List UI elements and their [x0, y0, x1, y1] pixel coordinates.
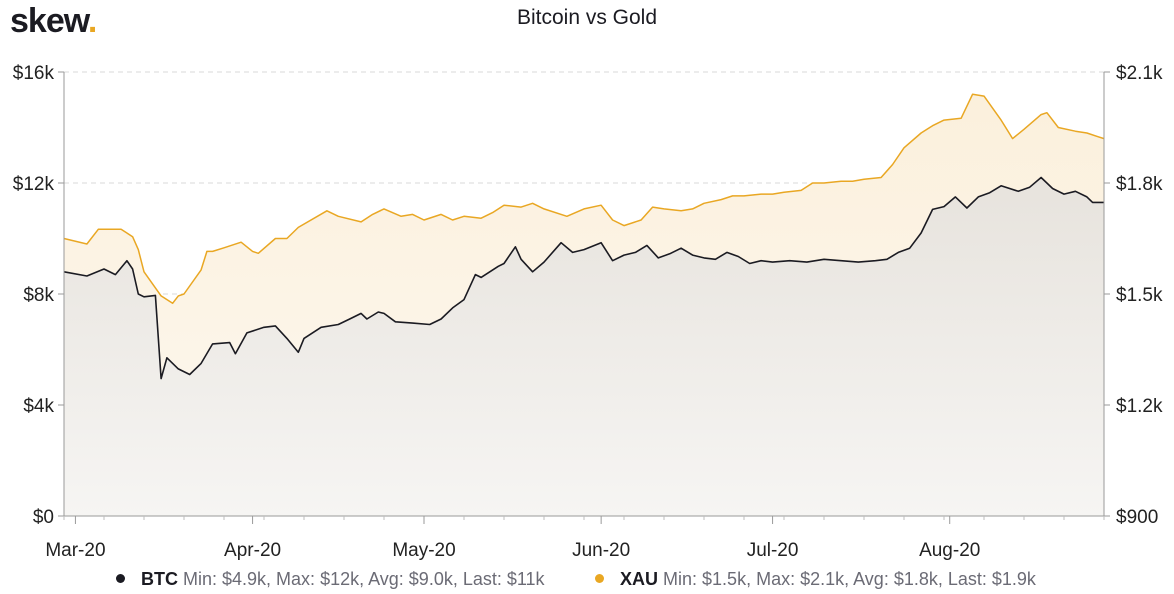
- skew-logo: skew.: [10, 2, 98, 41]
- legend-item-xau[interactable]: XAU Min: $1.5k, Max: $2.1k, Avg: $1.8k, …: [595, 569, 1036, 590]
- y-right-tick-label: $2.1k: [1116, 63, 1163, 84]
- area-fills: [64, 94, 1104, 516]
- legend-xau-stats: Min: $1.5k, Max: $2.1k, Avg: $1.8k, Last…: [663, 569, 1036, 589]
- y-left-tick-label: $16k: [13, 63, 55, 84]
- y-left-tick-label: $8k: [23, 285, 54, 306]
- xau-marker-icon: [595, 573, 604, 583]
- series-lines: [63, 93, 1105, 380]
- y-right-tick-label: $900: [1116, 507, 1158, 528]
- x-tick-label: Jul-20: [747, 540, 799, 561]
- legend-btc-stats: Min: $4.9k, Max: $12k, Avg: $9.0k, Last:…: [183, 569, 545, 589]
- y-left-tick-label: $4k: [23, 396, 54, 417]
- y-left-tick-label: $0: [33, 507, 54, 528]
- btc-marker-icon: [116, 573, 125, 583]
- x-tick-label: Jun-20: [572, 540, 630, 561]
- y-right-tick-label: $1.5k: [1116, 285, 1163, 306]
- x-tick-label: Aug-20: [919, 540, 980, 561]
- logo-text: skew: [10, 2, 89, 40]
- x-tick-label: Apr-20: [224, 540, 281, 561]
- area-btc: [64, 177, 1104, 516]
- series-line-btc[interactable]: [63, 176, 1104, 380]
- y-left-tick-label: $12k: [13, 174, 55, 195]
- y-right-tick-label: $1.2k: [1116, 396, 1163, 417]
- x-tick-label: Mar-20: [45, 540, 105, 561]
- x-tick-label: May-20: [392, 540, 455, 561]
- legend-item-btc[interactable]: BTC Min: $4.9k, Max: $12k, Avg: $9.0k, L…: [116, 569, 545, 590]
- legend-xau-name: XAU: [620, 569, 659, 589]
- axes: $0 $4k $8k $12k $16k $900 $1.2k $1.5k $1.8k $2.1k…: [13, 63, 1163, 561]
- y-right-tick-label: $1.8k: [1116, 174, 1163, 195]
- logo-dot: .: [87, 2, 98, 40]
- legend-btc-name: BTC: [141, 569, 178, 589]
- legend: BTC Min: $4.9k, Max: $12k, Avg: $9.0k, L…: [0, 569, 1174, 593]
- series-line-xau[interactable]: [63, 93, 1105, 305]
- chart-title: Bitcoin vs Gold: [516, 6, 658, 29]
